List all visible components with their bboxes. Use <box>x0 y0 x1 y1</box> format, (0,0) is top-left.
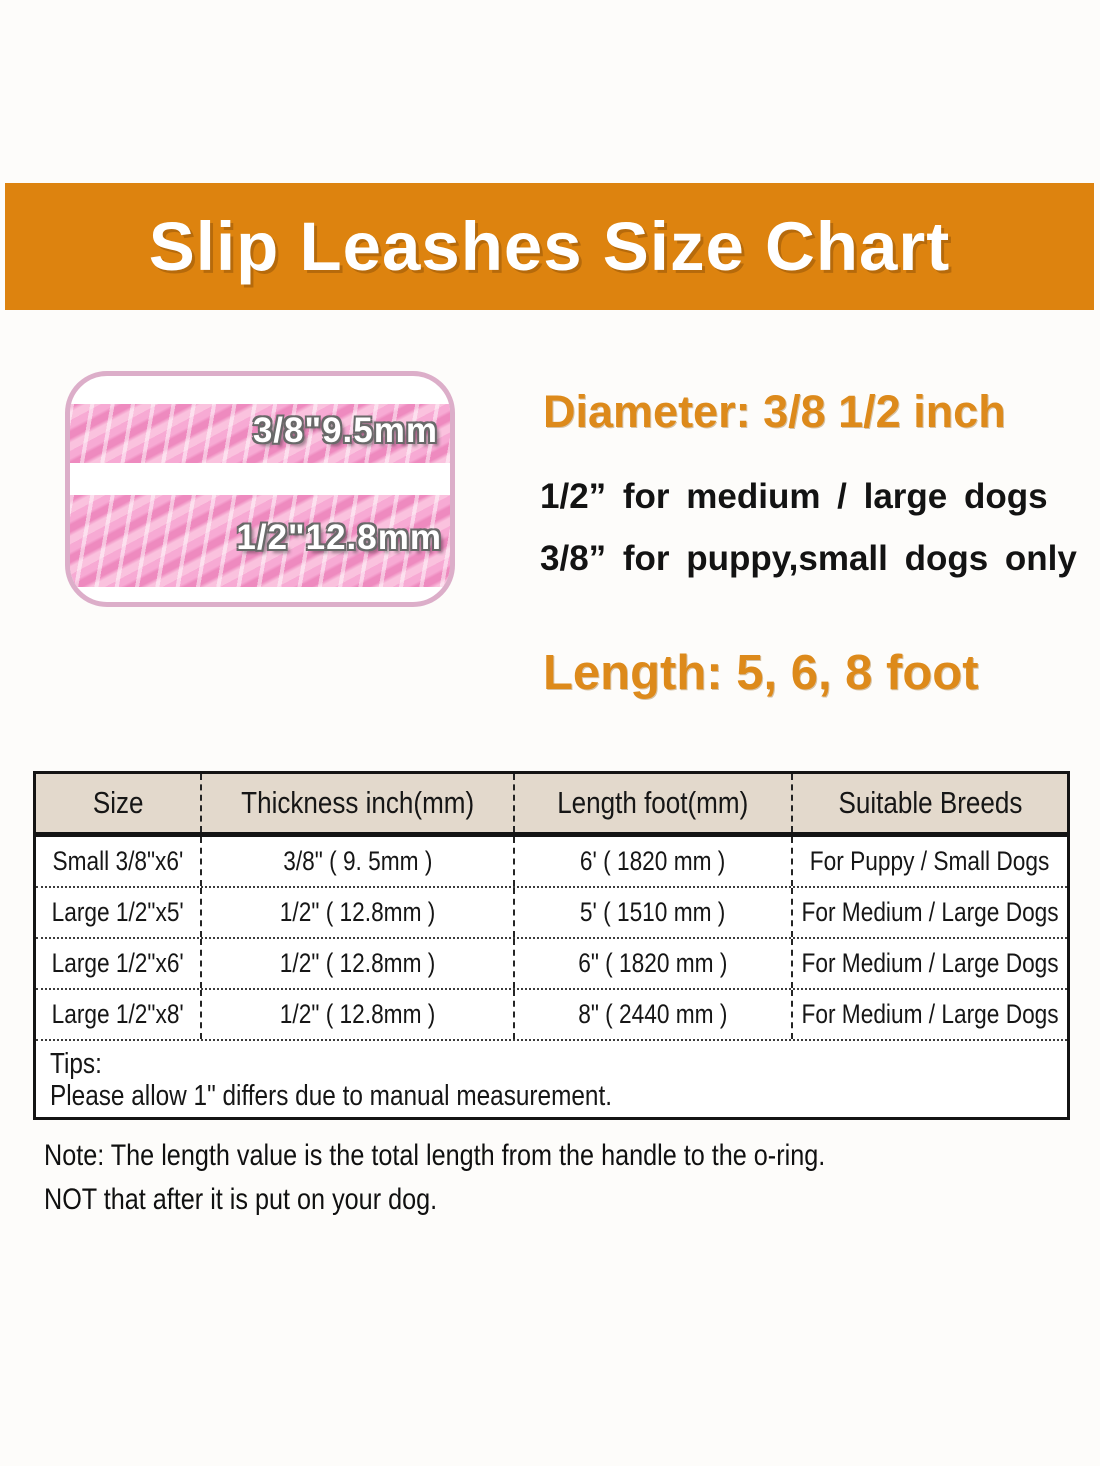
cell-length: 6" ( 1820 mm ) <box>513 939 791 988</box>
page-title: Slip Leashes Size Chart <box>148 208 951 285</box>
diameter-note-puppy-small: 3/8” for puppy,small dogs only <box>540 539 1077 578</box>
note-line-2: NOT that after it is put on your dog. <box>44 1183 438 1216</box>
title-banner: Slip Leashes Size Chart <box>5 183 1094 310</box>
cell-breeds: For Medium / Large Dogs <box>791 990 1067 1039</box>
table-header-row: Size Thickness inch(mm) Length foot(mm) … <box>36 774 1067 837</box>
cell-thickness: 1/2" ( 12.8mm ) <box>200 888 513 937</box>
table-row: Small 3/8"x6' 3/8" ( 9. 5mm ) 6' ( 1820 … <box>36 837 1067 886</box>
length-heading: Length: 5, 6, 8 foot <box>543 646 979 700</box>
table-row: Large 1/2"x8' 1/2" ( 12.8mm ) 8" ( 2440 … <box>36 988 1067 1039</box>
cell-breeds: For Medium / Large Dogs <box>791 888 1067 937</box>
header-size: Size <box>92 785 144 820</box>
cell-size: Small 3/8"x6' <box>52 846 184 876</box>
diameter-note-medium-large: 1/2” for medium / large dogs <box>540 477 1048 516</box>
cell-length: 8" ( 2440 mm ) <box>513 990 791 1039</box>
size-chart-table: Size Thickness inch(mm) Length foot(mm) … <box>33 771 1070 1120</box>
cell-length: 5' ( 1510 mm ) <box>513 888 791 937</box>
cell-size: Large 1/2"x6' <box>51 948 185 978</box>
rope-thickness-figure: 3/8"9.5mm 1/2"12.8mm <box>65 371 455 607</box>
table-row: Large 1/2"x5' 1/2" ( 12.8mm ) 5' ( 1510 … <box>36 886 1067 937</box>
header-length: Length foot(mm) <box>513 774 791 832</box>
cell-breeds: For Puppy / Small Dogs <box>791 837 1067 886</box>
rope-3-8-image <box>70 404 450 463</box>
rope-1-2-label: 1/2"12.8mm <box>236 518 442 557</box>
cell-thickness: 1/2" ( 12.8mm ) <box>200 990 513 1039</box>
cell-size: Large 1/2"x8' <box>51 999 185 1029</box>
cell-thickness: 3/8" ( 9. 5mm ) <box>200 837 513 886</box>
note-line-1: Note: The length value is the total leng… <box>44 1139 826 1172</box>
cell-length: 6' ( 1820 mm ) <box>513 837 791 886</box>
cell-thickness: 1/2" ( 12.8mm ) <box>200 939 513 988</box>
rope-3-8-label: 3/8"9.5mm <box>252 411 438 450</box>
tips-text: Please allow 1" differs due to manual me… <box>50 1080 613 1112</box>
header-suitable-breeds: Suitable Breeds <box>791 774 1067 832</box>
tips-label: Tips: <box>50 1048 102 1080</box>
table-row: Large 1/2"x6' 1/2" ( 12.8mm ) 6" ( 1820 … <box>36 937 1067 988</box>
diameter-heading: Diameter: 3/8 1/2 inch <box>543 386 1006 437</box>
note-section: Note: The length value is the total leng… <box>44 1134 974 1222</box>
cell-size: Large 1/2"x5' <box>51 897 185 927</box>
header-thickness: Thickness inch(mm) <box>200 774 513 832</box>
cell-breeds: For Medium / Large Dogs <box>791 939 1067 988</box>
tips-section: Tips: Please allow 1" differs due to man… <box>36 1039 1067 1117</box>
rope-1-2-image <box>70 495 450 587</box>
